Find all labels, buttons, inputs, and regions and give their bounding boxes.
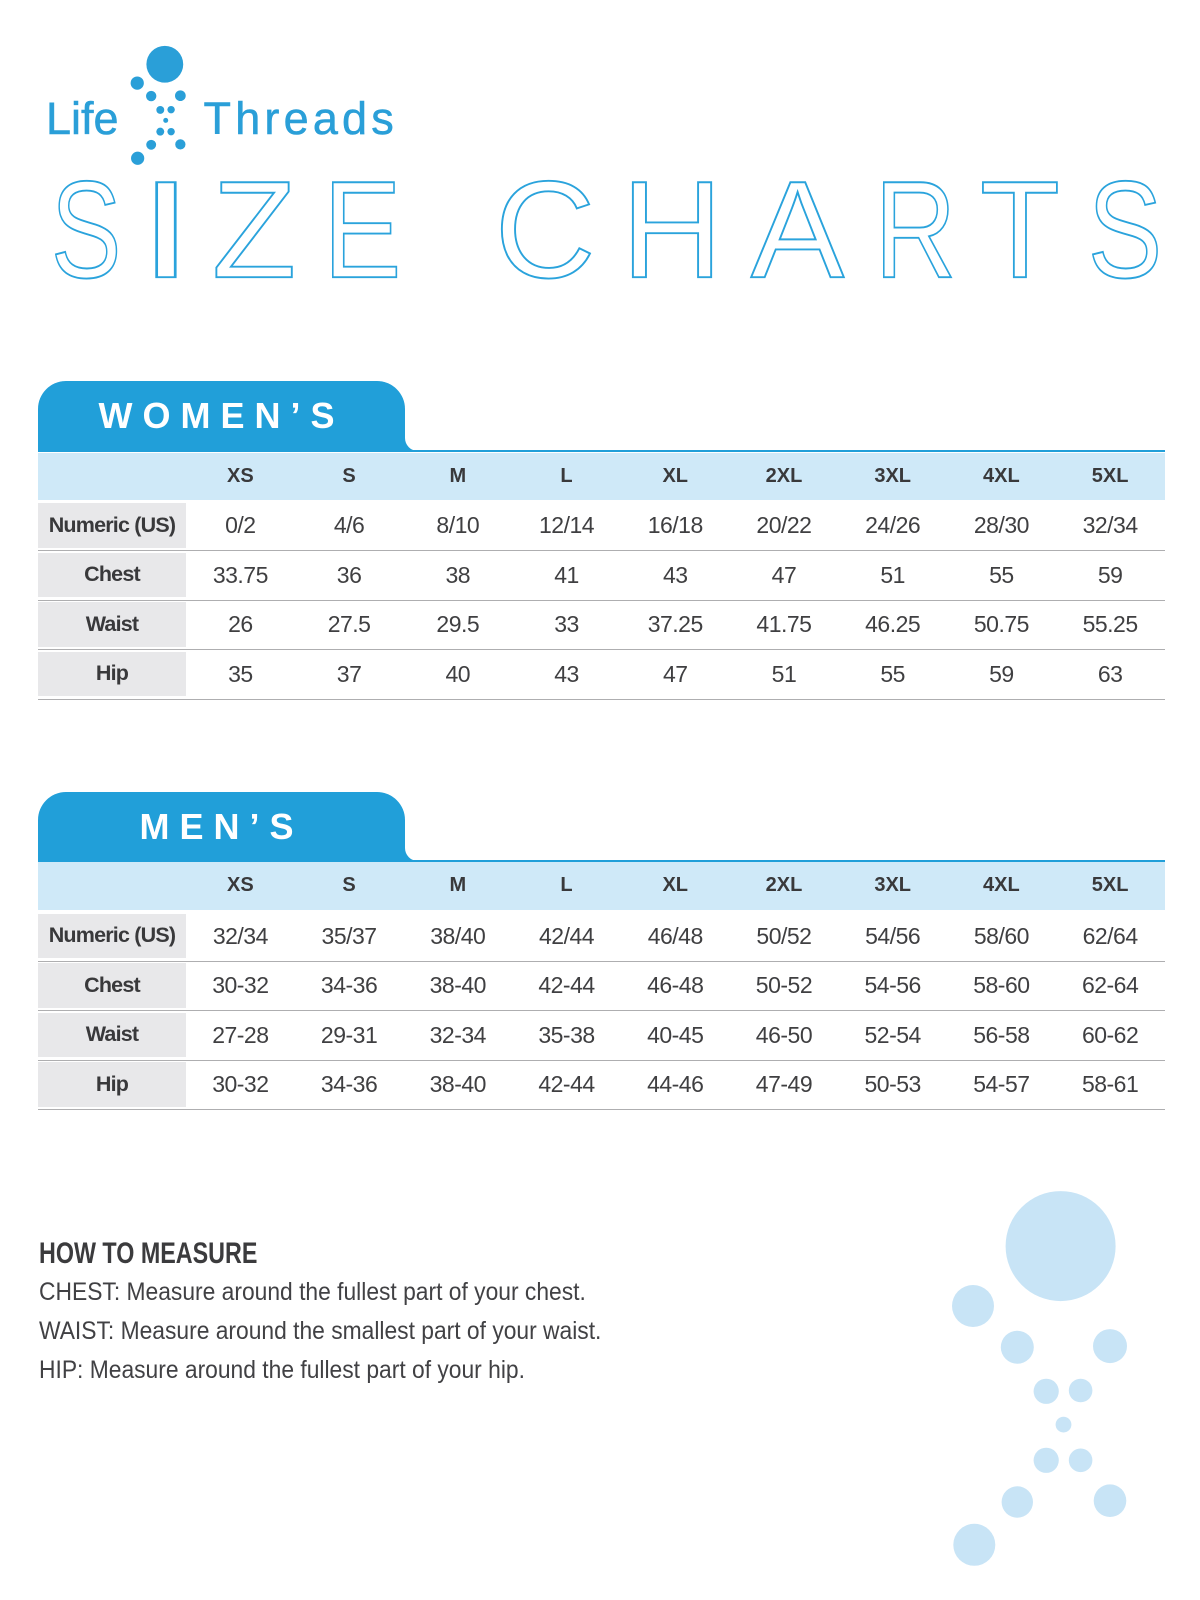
svg-text:A: A bbox=[751, 153, 844, 307]
svg-text:S: S bbox=[1088, 153, 1162, 307]
svg-text:T: T bbox=[980, 153, 1060, 307]
svg-text:E: E bbox=[323, 153, 401, 307]
svg-text:C: C bbox=[495, 153, 596, 307]
svg-text:H: H bbox=[621, 153, 722, 307]
svg-text:R: R bbox=[875, 153, 957, 307]
svg-text:I: I bbox=[138, 153, 193, 307]
svg-text:Z: Z bbox=[212, 153, 296, 307]
svg-text:S: S bbox=[51, 153, 121, 307]
